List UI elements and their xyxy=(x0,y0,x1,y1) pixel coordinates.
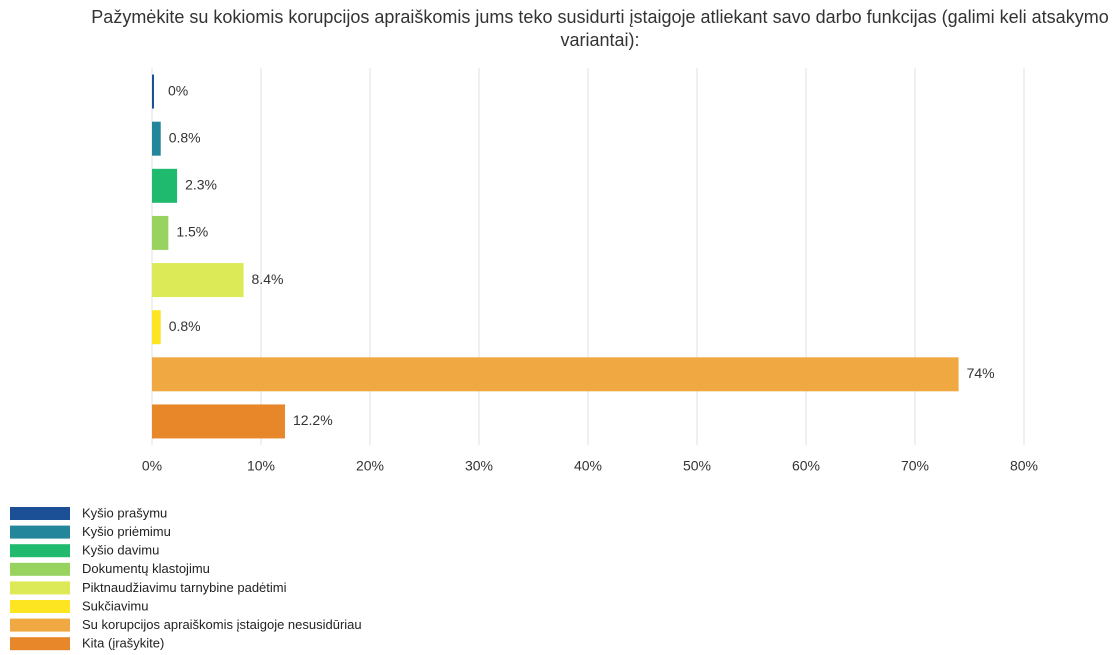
x-tick-label: 20% xyxy=(356,458,384,474)
value-label: 74% xyxy=(967,365,995,381)
bar xyxy=(152,357,959,392)
value-label: 8.4% xyxy=(252,271,284,287)
value-label: 0% xyxy=(168,82,188,98)
bar xyxy=(152,404,285,439)
x-tick-label: 70% xyxy=(901,458,929,474)
value-label: 0.8% xyxy=(169,129,201,145)
legend-swatch xyxy=(10,525,70,539)
legend-swatch xyxy=(10,600,70,613)
legend-label: Kyšio priėmimu xyxy=(82,524,171,539)
value-label: 0.8% xyxy=(169,318,201,334)
bar xyxy=(152,215,169,250)
legend-swatch xyxy=(10,581,70,595)
bar xyxy=(152,310,161,345)
x-tick-label: 50% xyxy=(683,458,711,474)
value-label: 1.5% xyxy=(176,224,208,240)
legend-label: Kyšio davimu xyxy=(82,543,159,558)
x-tick-label: 30% xyxy=(465,458,493,474)
legend-label: Kyšio prašymu xyxy=(82,505,167,520)
x-tick-label: 10% xyxy=(247,458,275,474)
legend-swatch xyxy=(10,637,70,651)
bar xyxy=(152,74,154,109)
x-tick-label: 40% xyxy=(574,458,602,474)
legend-label: Kita (įrašykite) xyxy=(82,636,164,651)
value-label: 12.2% xyxy=(293,412,333,428)
value-label: 2.3% xyxy=(185,177,217,193)
chart-title: Pažymėkite su kokiomis korupcijos apraiš… xyxy=(91,7,1109,50)
legend-swatch xyxy=(10,618,70,632)
legend-swatch xyxy=(10,507,70,520)
legend-label: Su korupcijos apraiškomis įstaigoje nesu… xyxy=(82,617,362,632)
legend-swatch xyxy=(10,562,70,576)
x-tick-label: 80% xyxy=(1010,458,1038,474)
bar xyxy=(152,121,161,156)
bar xyxy=(152,263,244,298)
bar xyxy=(152,168,178,203)
x-tick-label: 0% xyxy=(142,458,162,474)
x-tick-label: 60% xyxy=(792,458,820,474)
legend-swatch xyxy=(10,544,70,558)
legend-label: Dokumentų klastojimu xyxy=(82,561,210,576)
legend-label: Sukčiavimu xyxy=(82,598,148,613)
legend-label: Piktnaudžiavimu tarnybine padėtimi xyxy=(82,580,287,595)
